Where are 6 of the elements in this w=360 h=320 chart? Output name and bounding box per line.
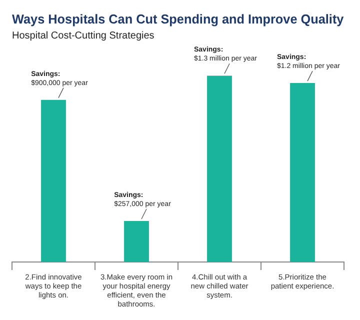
chart-subtitle: Hospital Cost-Cutting Strategies [12,30,154,42]
bar [124,220,149,262]
bar [41,100,66,262]
chart-title: Ways Hospitals Can Cut Spending and Improve Quality [12,11,345,26]
bar [290,83,315,262]
bar [207,76,232,262]
